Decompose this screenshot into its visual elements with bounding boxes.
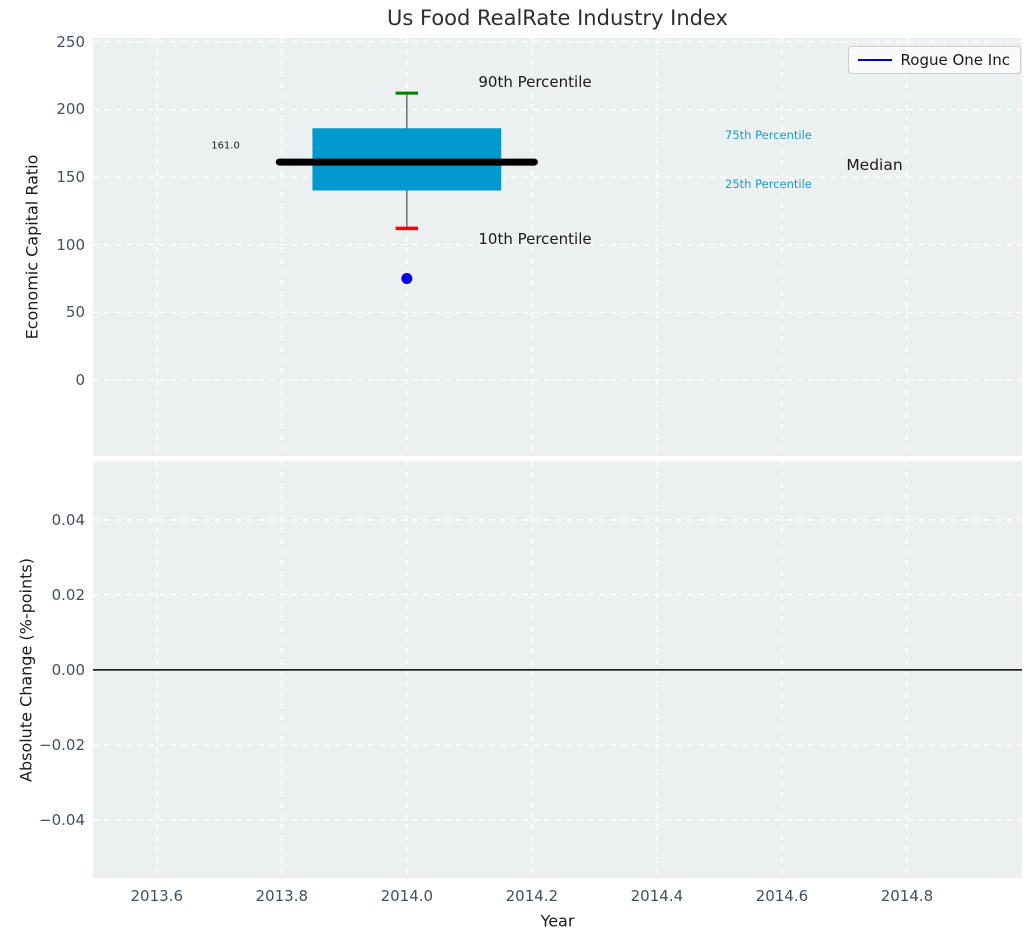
y-tick-label: 0 [75, 370, 85, 389]
y-tick-label: 0.00 [51, 660, 85, 679]
x-tick-label: 2014.2 [505, 887, 559, 905]
y-tick-label: 150 [56, 167, 85, 186]
y-tick-label: 250 [56, 32, 85, 51]
annotation: 10th Percentile [478, 230, 592, 249]
legend: Rogue One Inc [847, 46, 1021, 74]
plot-canvas [93, 461, 1022, 878]
x-tick-label: 2014.8 [880, 887, 934, 905]
x-tick-label: 2014.0 [380, 887, 434, 905]
legend-line-sample-icon [857, 59, 892, 61]
y-tick-label: 200 [56, 100, 85, 119]
chart-title: Us Food RealRate Industry Index [387, 6, 728, 30]
x-tick-label: 2014.6 [755, 887, 809, 905]
annotation: 90th Percentile [478, 73, 592, 92]
y-tick-label: −0.02 [39, 735, 85, 754]
y-tick-label: 100 [56, 235, 85, 254]
annotation: 161.0 [211, 140, 240, 152]
y-tick-label: 50 [65, 303, 85, 322]
annotation: 75th Percentile [725, 128, 812, 143]
company-data-point [401, 272, 413, 284]
bottom-axes-absolute-change [93, 461, 1022, 878]
annotation: 25th Percentile [725, 176, 812, 191]
y-tick-label: 0.04 [51, 510, 85, 529]
x-tick-label: 2014.4 [630, 887, 684, 905]
top-axes-economic-capital-ratio [93, 38, 1022, 456]
x-tick-label: 2013.8 [255, 887, 309, 905]
y-tick-label: −0.04 [39, 810, 85, 829]
x-tick-label: 2013.6 [130, 887, 184, 905]
x-axis-label: Year [540, 911, 575, 931]
plot-canvas [93, 38, 1022, 456]
y-tick-label: 0.02 [51, 585, 85, 604]
annotation: Median [846, 155, 903, 174]
legend-label: Rogue One Inc [900, 51, 1010, 69]
